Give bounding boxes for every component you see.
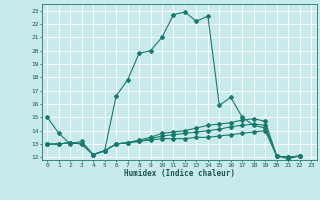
X-axis label: Humidex (Indice chaleur): Humidex (Indice chaleur) xyxy=(124,169,235,178)
